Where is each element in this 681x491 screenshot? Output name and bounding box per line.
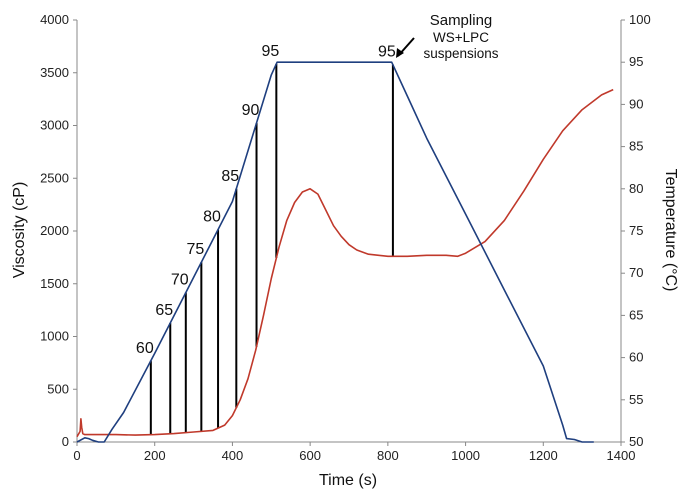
sampling-label: 70: [171, 272, 189, 289]
y-right-tick-label: 50: [629, 434, 643, 449]
y-left-tick-label: 0: [62, 434, 69, 449]
temperature-line: [76, 61, 594, 443]
sampling-label: 60: [136, 340, 154, 357]
x-tick-label: 200: [144, 448, 166, 463]
sampling-label: 95: [378, 44, 396, 61]
y-left-tick-label: 1000: [40, 329, 69, 344]
sampling-labels: 60 65 70 75 80 85 90 95 95: [136, 43, 396, 357]
x-tick-label: 0: [73, 448, 80, 463]
x-tick-label: 600: [299, 448, 321, 463]
sampling-label: 95: [261, 43, 279, 60]
viscosity-line: [76, 88, 614, 438]
sampling-annotation: Sampling WS+LPC suspensions: [396, 12, 499, 61]
sampling-label: 80: [203, 209, 221, 226]
y-left-tick-label: 2500: [40, 170, 69, 185]
tick-labels: 0 200 400 600 800 1000 1200 1400 0 500 1000 1500 200…: [40, 12, 651, 463]
x-tick-label: 800: [377, 448, 399, 463]
y-right-tick-label: 65: [629, 307, 643, 322]
annotation-line-2: WS+LPC: [433, 30, 489, 45]
y-left-tick-label: 1500: [40, 276, 69, 291]
annotation-arrow: [396, 37, 415, 58]
y-left-tick-label: 3500: [40, 65, 69, 80]
y-left-tick-label: 4000: [40, 12, 69, 27]
sampling-lines: [149, 63, 394, 435]
y-left-tick-label: 2000: [40, 223, 69, 238]
sampling-label: 65: [155, 302, 173, 319]
sampling-label: 85: [221, 168, 239, 185]
y-left-tick-label: 3000: [40, 118, 69, 133]
y-right-tick-label: 70: [629, 265, 643, 280]
y-right-tick-label: 75: [629, 223, 643, 238]
y-right-tick-label: 80: [629, 181, 643, 196]
x-axis-title: Time (s): [319, 472, 377, 489]
axes: [73, 19, 625, 446]
y-axis-right-title: Temperature (°C): [662, 169, 679, 292]
y-axis-left-title: Viscosity (cP): [11, 182, 28, 279]
x-tick-label: 1400: [607, 448, 636, 463]
y-right-tick-label: 60: [629, 350, 643, 365]
x-tick-label: 1000: [451, 448, 480, 463]
x-tick-label: 1200: [529, 448, 558, 463]
sampling-label: 90: [242, 102, 260, 119]
y-right-tick-label: 100: [629, 12, 651, 27]
y-right-tick-label: 85: [629, 139, 643, 154]
y-right-tick-label: 55: [629, 392, 643, 407]
y-right-tick-label: 95: [629, 54, 643, 69]
y-right-tick-label: 90: [629, 96, 643, 111]
x-tick-label: 400: [222, 448, 244, 463]
annotation-line-1: Sampling: [430, 12, 493, 29]
annotation-line-3: suspensions: [423, 46, 498, 61]
y-left-tick-label: 500: [47, 381, 69, 396]
sampling-label: 75: [186, 241, 204, 258]
series-lines: [76, 61, 614, 443]
